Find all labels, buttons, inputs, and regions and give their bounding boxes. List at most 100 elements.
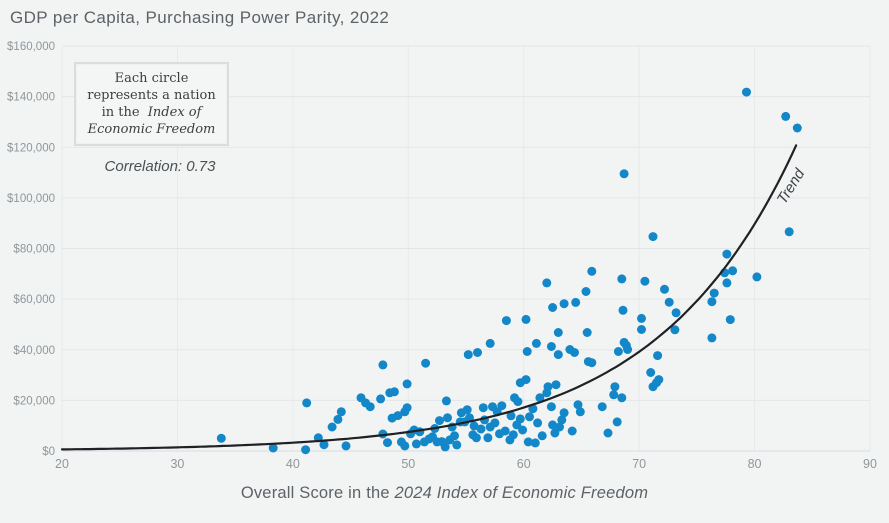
data-point: [619, 169, 629, 179]
data-point: [485, 338, 495, 348]
data-point: [582, 328, 592, 337]
data-point: [559, 408, 569, 418]
data-point: [522, 347, 532, 356]
data-point: [567, 426, 577, 436]
data-point: [378, 360, 388, 370]
data-point: [440, 442, 450, 452]
y-axis-tick-label: $140,000: [7, 92, 55, 104]
x-axis-tick-label: 60: [517, 457, 531, 471]
data-point: [573, 400, 583, 410]
data-point: [725, 315, 735, 325]
data-point: [500, 426, 510, 436]
data-point: [660, 284, 669, 294]
data-point: [709, 288, 719, 298]
data-point: [441, 396, 451, 406]
data-point: [617, 393, 627, 403]
y-axis-tick-label: $120,000: [7, 142, 55, 154]
data-point: [671, 308, 681, 318]
annotation-line: represents a nation: [87, 88, 216, 103]
data-point: [515, 414, 525, 424]
data-point: [575, 407, 585, 417]
correlation-label: Correlation: 0.73: [104, 158, 216, 175]
x-axis-tick-label: 30: [170, 457, 184, 471]
data-point: [792, 123, 802, 133]
data-point: [471, 433, 481, 443]
data-point: [383, 438, 392, 448]
data-point: [542, 278, 552, 288]
data-point: [452, 440, 462, 450]
data-point: [609, 390, 619, 400]
data-point: [513, 397, 523, 407]
data-point: [336, 407, 346, 417]
x-axis-title: Overall Score in the 2024 Index of Econo…: [240, 484, 649, 502]
data-point: [555, 422, 564, 432]
data-point: [469, 421, 479, 431]
data-point: [587, 266, 597, 276]
data-point: [597, 402, 607, 412]
data-point: [411, 439, 421, 449]
data-point: [742, 87, 751, 97]
data-point: [333, 414, 343, 424]
data-point: [523, 437, 533, 447]
data-point: [784, 227, 794, 237]
data-point: [637, 325, 646, 334]
x-axis-tick-label: 50: [401, 457, 415, 471]
data-point: [402, 379, 412, 389]
data-point: [497, 401, 507, 411]
data-point: [462, 405, 472, 415]
data-point: [617, 274, 627, 284]
x-axis-tick-label: 20: [55, 457, 69, 471]
annotation-line: in the Index of: [101, 105, 202, 120]
data-point: [531, 338, 541, 348]
data-point: [610, 382, 620, 392]
y-axis-tick-label: $80,000: [13, 244, 55, 256]
data-point: [443, 413, 452, 423]
data-point: [546, 342, 556, 351]
data-point: [728, 266, 738, 276]
data-point: [473, 348, 482, 357]
data-point: [707, 297, 717, 307]
data-point: [557, 415, 567, 425]
data-point: [400, 441, 410, 451]
data-point: [546, 402, 556, 412]
x-axis-tick-label: 80: [748, 457, 762, 471]
data-point: [648, 232, 658, 242]
data-point: [508, 430, 518, 440]
data-point: [319, 440, 329, 450]
data-point: [302, 398, 312, 408]
annotation-line: Economic Freedom: [87, 122, 216, 137]
data-point: [548, 303, 558, 312]
x-axis-tick-label: 90: [863, 457, 877, 471]
data-point: [268, 443, 278, 453]
data-point: [623, 345, 633, 354]
data-point: [341, 441, 351, 451]
data-point: [618, 305, 628, 315]
data-point: [463, 350, 473, 360]
y-axis-tick-label: $0: [42, 446, 55, 458]
data-point: [551, 380, 561, 390]
annotation-line: Each circle: [114, 71, 189, 86]
data-point: [327, 422, 337, 432]
x-axis-tick-label: 70: [632, 457, 646, 471]
data-point: [506, 411, 516, 421]
data-point: [654, 375, 664, 385]
data-point: [613, 347, 623, 356]
trend-line: [60, 144, 798, 451]
data-point: [521, 375, 531, 385]
data-point: [570, 348, 579, 357]
data-point: [376, 394, 386, 404]
data-point: [653, 351, 663, 361]
data-point: [216, 433, 226, 443]
data-point: [543, 382, 553, 392]
data-point: [365, 402, 375, 412]
data-point: [525, 412, 534, 422]
data-point: [478, 403, 488, 413]
data-point: [483, 433, 493, 443]
data-point: [533, 418, 543, 428]
data-point: [537, 431, 547, 441]
data-point: [640, 276, 650, 286]
data-point: [402, 403, 412, 413]
data-point: [664, 297, 674, 307]
